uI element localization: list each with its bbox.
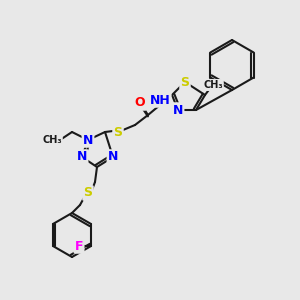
Text: NH: NH bbox=[150, 94, 170, 106]
Text: CH₃: CH₃ bbox=[203, 80, 223, 90]
Text: S: S bbox=[83, 187, 92, 200]
Text: F: F bbox=[75, 239, 83, 253]
Text: S: S bbox=[113, 125, 122, 139]
Text: CH₃: CH₃ bbox=[42, 135, 62, 145]
Text: N: N bbox=[108, 151, 118, 164]
Text: N: N bbox=[83, 134, 93, 146]
Text: N: N bbox=[173, 103, 183, 116]
Text: O: O bbox=[135, 97, 145, 110]
Text: S: S bbox=[181, 76, 190, 88]
Text: N: N bbox=[77, 151, 87, 164]
